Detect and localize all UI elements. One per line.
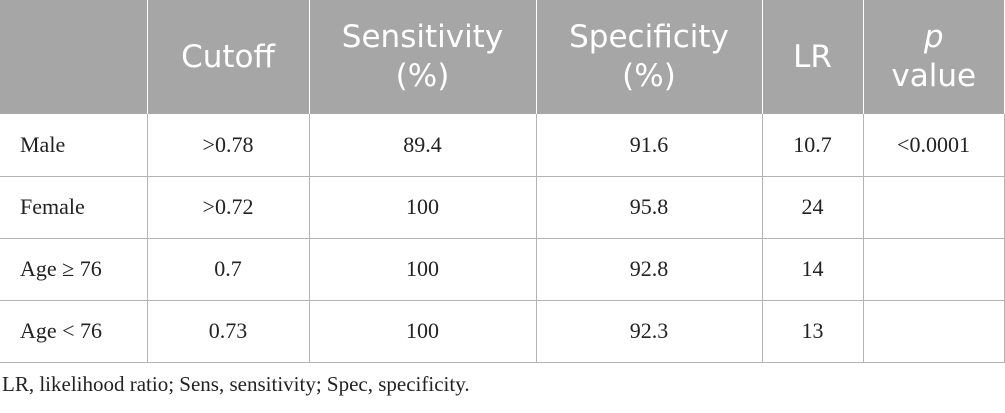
header-sensitivity-unit: (%) <box>395 58 450 94</box>
header-p-label: p <box>923 19 944 55</box>
sensitivity-cell: 100 <box>308 238 536 301</box>
specificity-cell: 92.8 <box>535 238 762 301</box>
header-sensitivity-label: Sensitivity <box>341 19 504 55</box>
header-lr-label: LR <box>793 38 832 75</box>
table-row: Male >0.78 89.4 91.6 10.7 <0.0001 <box>0 114 1005 177</box>
row-label-cell: Age < 76 <box>0 300 147 363</box>
table-footnote: LR, likelihood ratio; Sens, sensitivity;… <box>2 372 470 396</box>
header-specificity-unit: (%) <box>622 58 676 94</box>
cutoff-cell: >0.78 <box>146 114 309 177</box>
sensitivity-cell: 89.4 <box>308 114 536 177</box>
header-specificity: Specificity (%) <box>535 0 762 114</box>
cutoff-cell: >0.72 <box>146 176 309 239</box>
specificity-cell: 95.8 <box>535 176 762 239</box>
lr-cell: 13 <box>761 300 863 363</box>
specificity-cell: 92.3 <box>535 300 762 363</box>
lr-cell: 14 <box>761 238 863 301</box>
data-table-container: Cutoff Sensitivity (%) Specificity (%) L… <box>0 0 1005 363</box>
table-row: Age < 76 0.73 100 92.3 13 <box>0 300 1005 363</box>
sensitivity-cell: 100 <box>308 176 536 239</box>
specificity-cell: 91.6 <box>535 114 762 177</box>
p-value-cell <box>862 176 1005 239</box>
lr-cell: 10.7 <box>761 114 863 177</box>
header-lr: LR <box>761 0 863 114</box>
p-value-cell: <0.0001 <box>862 114 1005 177</box>
header-sensitivity: Sensitivity (%) <box>308 0 536 114</box>
cutoff-cell: 0.7 <box>146 238 309 301</box>
header-blank <box>0 0 147 114</box>
header-row: Cutoff Sensitivity (%) Specificity (%) L… <box>0 0 1004 114</box>
p-value-cell <box>862 238 1005 301</box>
p-value-cell <box>862 300 1005 363</box>
row-label-cell: Male <box>0 114 147 177</box>
table-row: Age ≥ 76 0.7 100 92.8 14 <box>0 238 1005 301</box>
sensitivity-cell: 100 <box>308 300 536 363</box>
header-value-label: value <box>891 58 977 94</box>
lr-cell: 24 <box>761 176 863 239</box>
data-table: Cutoff Sensitivity (%) Specificity (%) L… <box>0 0 1005 363</box>
row-label-cell: Female <box>0 176 147 239</box>
header-cutoff-label: Cutoff <box>181 38 275 75</box>
header-specificity-label: Specificity <box>569 19 729 55</box>
header-cutoff: Cutoff <box>146 0 309 114</box>
row-label-cell: Age ≥ 76 <box>0 238 147 301</box>
cutoff-cell: 0.73 <box>146 300 309 363</box>
table-row: Female >0.72 100 95.8 24 <box>0 176 1005 239</box>
header-p-value: p value <box>862 0 1004 114</box>
